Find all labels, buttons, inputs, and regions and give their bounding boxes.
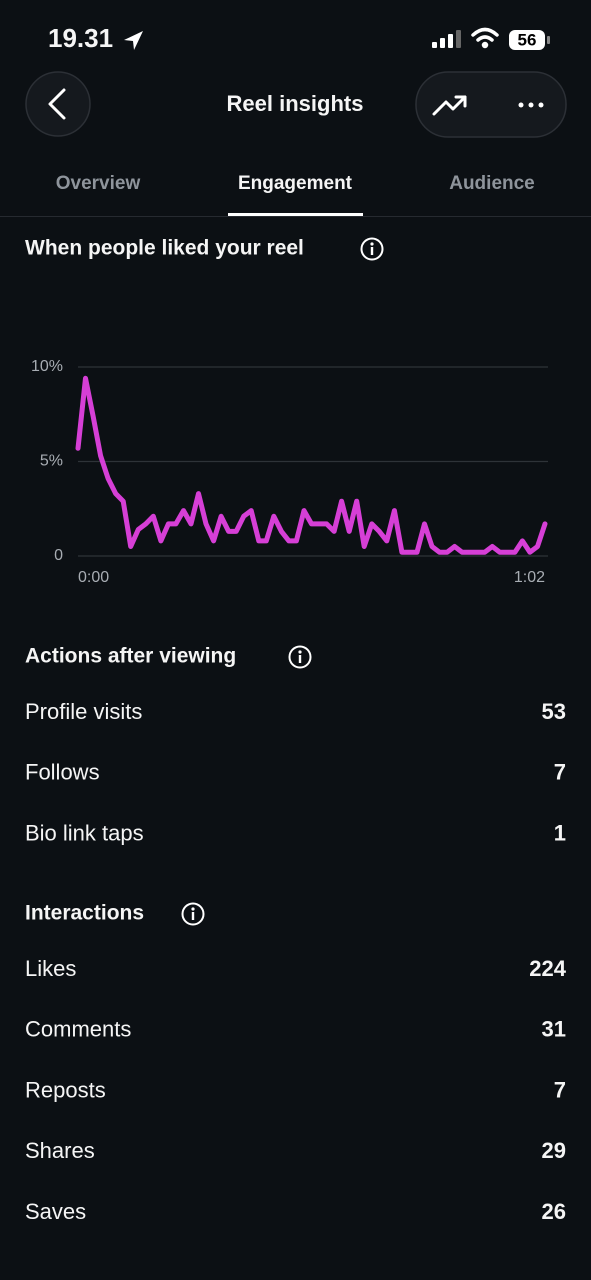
- info-dot: [191, 907, 195, 911]
- header-actions: [415, 71, 567, 138]
- y-tick-label: 10%: [31, 358, 63, 375]
- battery-level: 56: [518, 30, 537, 49]
- metric-label: Profile visits: [25, 699, 142, 724]
- metric-value: 7: [554, 1077, 566, 1102]
- tab[interactable]: Overview: [56, 173, 141, 194]
- tab-indicator: [228, 213, 363, 216]
- metric-value: 31: [542, 1017, 566, 1042]
- y-tick-label: 5%: [40, 453, 63, 470]
- info-dot: [298, 650, 302, 654]
- info-stem: [370, 247, 374, 255]
- info-stem: [191, 912, 195, 920]
- metric-value: 26: [542, 1199, 566, 1224]
- metric-label: Likes: [25, 956, 76, 981]
- info-circle: [288, 645, 312, 669]
- x-tick-label: 1:02: [514, 569, 545, 586]
- metric-label: Bio link taps: [25, 820, 144, 845]
- line-series: [75, 375, 548, 555]
- metric-value: 53: [542, 699, 566, 724]
- y-tick-label: 0: [54, 547, 63, 564]
- info-icon[interactable]: [181, 902, 205, 926]
- metric-label: Saves: [25, 1199, 86, 1224]
- signal-icon: [432, 30, 461, 48]
- x-tick-label: 0:00: [78, 569, 109, 586]
- back-button[interactable]: [25, 71, 91, 137]
- info-icon[interactable]: [360, 237, 384, 261]
- info-stem: [298, 655, 302, 663]
- section-title: Actions after viewing: [25, 645, 236, 668]
- header-title: Reel insights: [227, 91, 364, 116]
- tab[interactable]: Audience: [449, 173, 535, 194]
- clock: 19.31: [48, 23, 113, 53]
- battery-tip: [547, 36, 550, 44]
- section-title: Interactions: [25, 902, 144, 925]
- battery-icon: [509, 30, 545, 50]
- info-icon[interactable]: [288, 645, 312, 669]
- metric-label: Reposts: [25, 1077, 106, 1102]
- metric-value: 1: [554, 820, 566, 845]
- info-dot: [370, 242, 374, 246]
- location-icon: [124, 31, 143, 50]
- trend-button[interactable]: [432, 95, 467, 116]
- chart-title: When people liked your reel: [25, 237, 304, 260]
- info-circle: [181, 902, 205, 926]
- metric-label: Follows: [25, 760, 100, 785]
- tab-active[interactable]: Engagement: [238, 173, 353, 194]
- wifi-icon: [471, 27, 499, 49]
- metric-value: 29: [542, 1138, 566, 1163]
- metric-value: 7: [554, 760, 566, 785]
- metric-label: Shares: [25, 1138, 95, 1163]
- more-button[interactable]: [518, 102, 544, 108]
- info-circle: [360, 237, 384, 261]
- metric-label: Comments: [25, 1017, 131, 1042]
- metric-value: 224: [529, 956, 566, 981]
- tab-divider: [0, 216, 591, 217]
